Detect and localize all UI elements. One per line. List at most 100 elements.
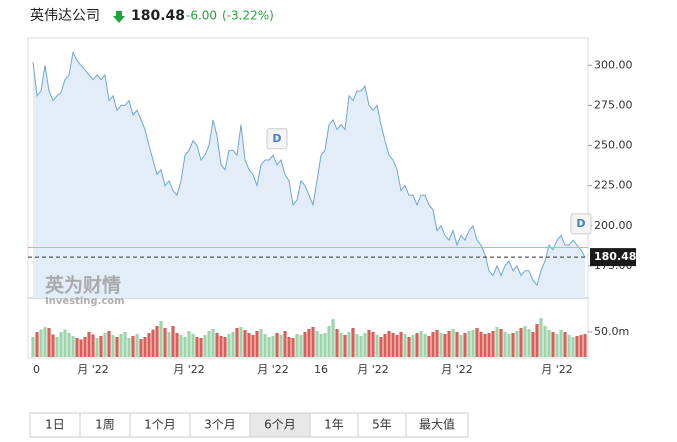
- volume-bar: [147, 333, 151, 357]
- volume-bar: [95, 338, 99, 357]
- range-button-label: 3个月: [204, 418, 236, 432]
- volume-bar: [171, 326, 175, 357]
- volume-bar: [303, 332, 307, 357]
- volume-bar: [575, 336, 579, 357]
- current-price-label: 180.48: [594, 250, 636, 263]
- range-button[interactable]: 6个月: [249, 412, 311, 438]
- volume-bar: [59, 332, 63, 357]
- volume-bar: [331, 319, 335, 357]
- volume-bar: [271, 336, 275, 357]
- volume-bar: [531, 332, 535, 357]
- volume-bar: [363, 333, 367, 357]
- volume-bar: [503, 332, 507, 357]
- volume-bar: [511, 333, 515, 357]
- volume-bar: [563, 332, 567, 357]
- range-button-bg: [309, 412, 359, 438]
- volume-bar: [547, 330, 551, 357]
- x-tick-label: 0: [33, 363, 40, 376]
- volume-bar: [183, 337, 187, 357]
- volume-bar: [291, 338, 295, 357]
- volume-bar: [523, 326, 527, 357]
- volume-bar: [427, 336, 431, 357]
- volume-bar: [435, 330, 439, 357]
- volume-bar: [383, 334, 387, 357]
- volume-bar: [211, 329, 215, 357]
- current-price-box: [590, 248, 636, 267]
- range-button[interactable]: 1日: [29, 412, 81, 438]
- volume-bar: [135, 334, 139, 357]
- volume-bar: [423, 334, 427, 357]
- volume-bar: [43, 327, 47, 357]
- range-button-label: 6个月: [264, 418, 296, 432]
- range-button[interactable]: 最大值: [405, 412, 469, 438]
- dividend-marker: [570, 213, 592, 235]
- y-tick-label: 200.00: [594, 219, 633, 232]
- volume-bar: [31, 337, 35, 357]
- y-tick-label: 250.00: [594, 139, 633, 152]
- volume-bar: [411, 335, 415, 357]
- volume-bar: [307, 329, 311, 357]
- range-button[interactable]: 1年: [309, 412, 359, 438]
- range-button[interactable]: 5年: [357, 412, 407, 438]
- x-tick-label: 月 '22: [77, 363, 109, 376]
- volume-bar: [219, 336, 223, 357]
- range-button-label: 1年: [324, 418, 344, 432]
- volume-bar: [431, 332, 435, 357]
- volume-bar: [407, 337, 411, 357]
- volume-bar: [487, 333, 491, 357]
- volume-bar: [327, 326, 331, 357]
- volume-bar: [579, 335, 583, 357]
- volume-bar: [155, 326, 159, 357]
- volume-bar: [127, 338, 131, 357]
- volume-bar: [51, 334, 55, 357]
- volume-bar: [339, 333, 343, 357]
- volume-bar: [251, 335, 255, 357]
- range-button-label: 最大值: [419, 417, 455, 432]
- volume-bar: [347, 332, 351, 357]
- watermark-brand: 英为财情: [45, 274, 121, 297]
- x-tick-label: 月 '22: [541, 363, 573, 376]
- volume-bar: [259, 329, 263, 357]
- volume-bar: [319, 334, 323, 357]
- volume-bar: [123, 332, 127, 357]
- range-button[interactable]: 3个月: [189, 412, 251, 438]
- volume-bar: [139, 339, 143, 357]
- x-tick-label: 月 '22: [357, 363, 389, 376]
- volume-bar: [119, 334, 123, 357]
- range-button[interactable]: 1周: [79, 412, 131, 438]
- volume-bar: [199, 338, 203, 357]
- volume-bar: [223, 337, 227, 357]
- volume-bar: [287, 337, 291, 357]
- range-button[interactable]: 1个月: [129, 412, 191, 438]
- volume-bar: [447, 331, 451, 357]
- volume-bar: [179, 335, 183, 357]
- volume-bar: [515, 331, 519, 357]
- volume-bar: [63, 329, 67, 357]
- volume-bar: [191, 334, 195, 357]
- volume-bar: [231, 332, 235, 357]
- volume-bar: [175, 333, 179, 357]
- volume-bar: [79, 339, 83, 357]
- volume-bar: [67, 333, 71, 357]
- volume-bar: [491, 331, 495, 357]
- volume-bar: [87, 332, 91, 357]
- range-button-bg: [357, 412, 407, 438]
- volume-bar: [243, 330, 247, 357]
- volume-bar: [471, 330, 475, 357]
- volume-bar: [239, 327, 243, 357]
- volume-bar: [35, 332, 39, 357]
- watermark-site: Investing.com: [45, 296, 125, 307]
- volume-bar: [275, 333, 279, 357]
- volume-bar: [279, 335, 283, 357]
- volume-bar: [395, 335, 399, 357]
- volume-bar: [91, 334, 95, 357]
- volume-bar: [163, 328, 167, 357]
- volume-bar: [371, 332, 375, 357]
- volume-bar: [351, 328, 355, 357]
- volume-bar: [311, 327, 315, 357]
- volume-bar: [187, 331, 191, 357]
- header-change-pct: (-3.22%): [222, 9, 274, 23]
- volume-bar: [455, 332, 459, 357]
- volume-bar: [379, 337, 383, 357]
